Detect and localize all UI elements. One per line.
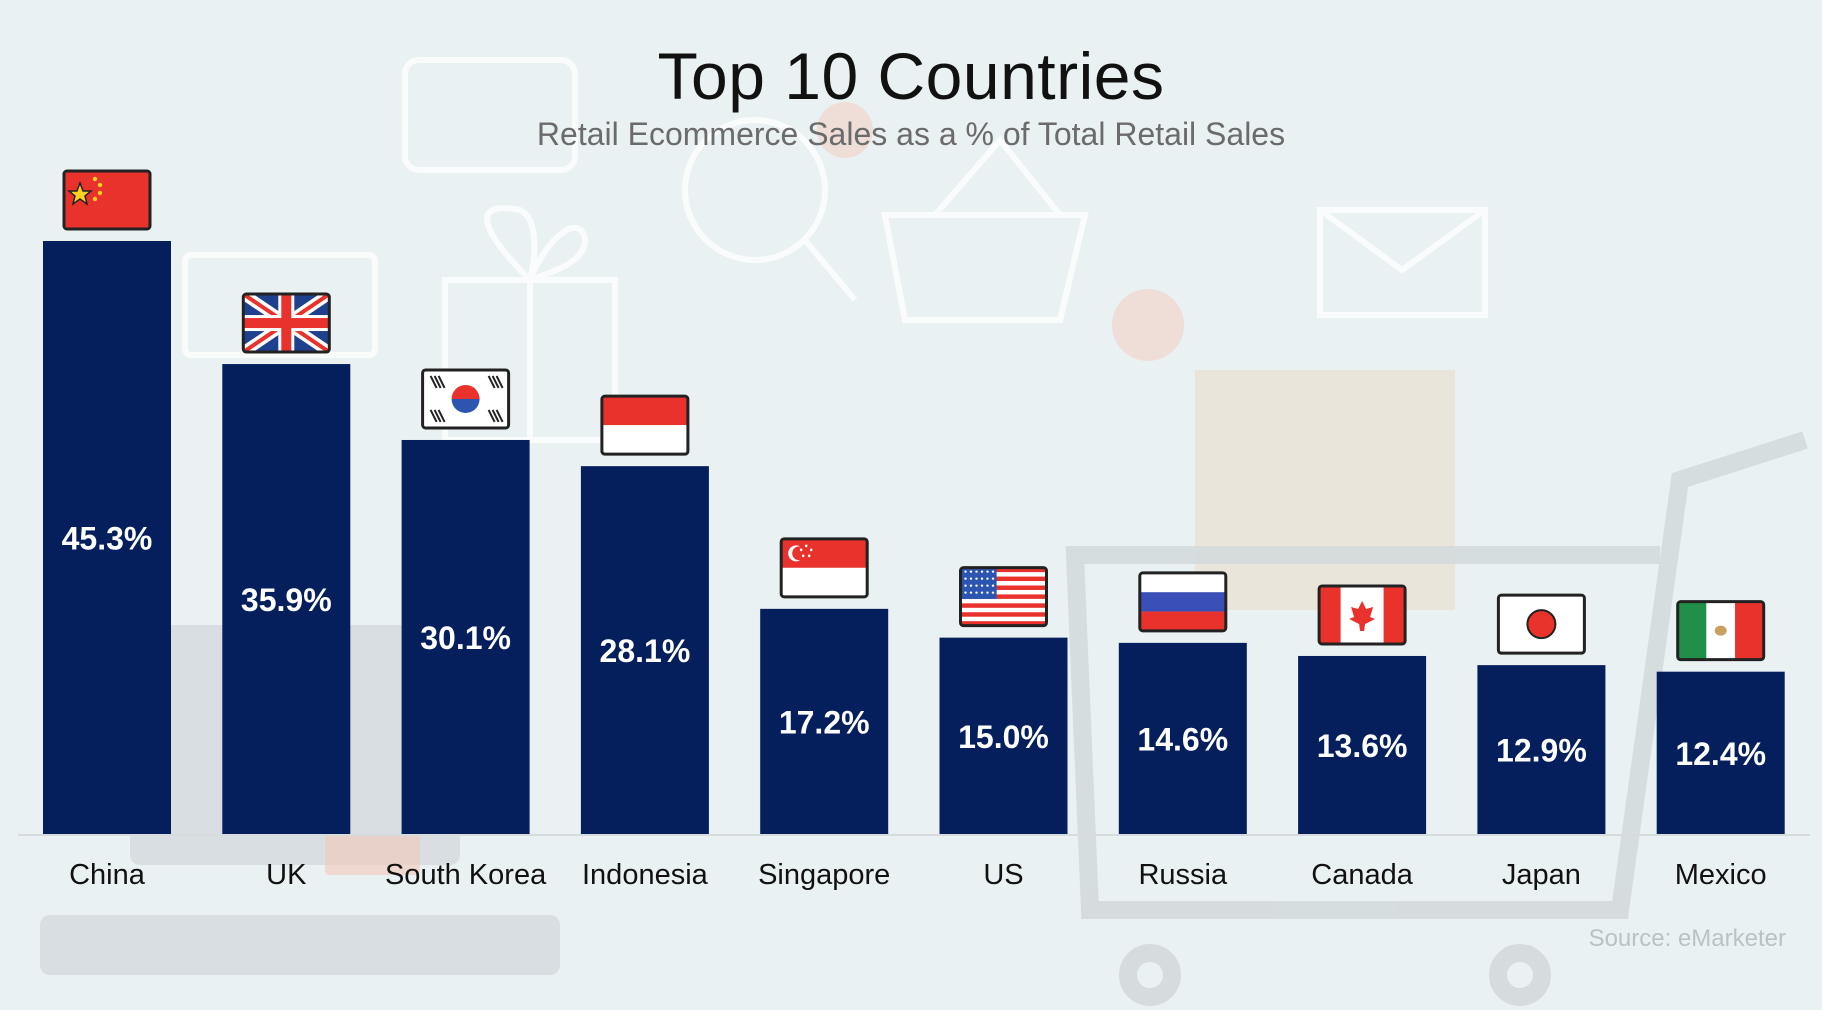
bar-singapore xyxy=(760,608,889,834)
category-label: Canada xyxy=(1311,859,1413,891)
singapore-flag-icon xyxy=(779,537,869,599)
south-korea-flag-icon xyxy=(421,368,511,430)
bar-indonesia xyxy=(580,466,709,834)
value-label: 12.4% xyxy=(1675,736,1766,772)
chart-title: Top 10 Countries xyxy=(657,39,1165,113)
category-label: China xyxy=(69,859,146,891)
category-label: US xyxy=(983,859,1023,891)
bar-us xyxy=(939,637,1068,834)
value-label: 15.0% xyxy=(958,719,1049,755)
category-label: South Korea xyxy=(385,859,547,891)
value-label: 13.6% xyxy=(1317,728,1408,764)
category-label: Russia xyxy=(1138,859,1228,891)
value-label: 30.1% xyxy=(420,620,511,656)
bar-china xyxy=(43,241,171,834)
japan-flag-icon xyxy=(1496,593,1586,655)
value-label: 12.9% xyxy=(1496,733,1587,769)
value-label: 45.3% xyxy=(62,521,153,557)
source-note: Source: eMarketer xyxy=(1588,925,1786,952)
value-label: 17.2% xyxy=(779,704,870,740)
value-label: 28.1% xyxy=(600,633,691,669)
russia-flag-icon xyxy=(1138,571,1228,633)
category-label: UK xyxy=(266,859,307,891)
china-flag-icon xyxy=(62,169,152,231)
value-label: 14.6% xyxy=(1137,721,1228,757)
uk-flag-icon xyxy=(241,292,331,354)
us-flag-icon xyxy=(959,566,1048,628)
category-label: Indonesia xyxy=(582,859,709,891)
mexico-flag-icon xyxy=(1676,600,1766,662)
bar-canada xyxy=(1298,655,1427,834)
bar-russia xyxy=(1118,642,1247,834)
canada-flag-icon xyxy=(1317,584,1407,646)
bar-uk xyxy=(222,364,351,834)
bar-mexico xyxy=(1656,671,1785,834)
value-label: 35.9% xyxy=(241,582,332,618)
indonesia-flag-icon xyxy=(600,394,690,456)
chart-subtitle: Retail Ecommerce Sales as a % of Total R… xyxy=(536,116,1286,152)
bar-south-korea xyxy=(401,439,530,834)
bar-japan xyxy=(1477,665,1606,834)
category-label: Japan xyxy=(1502,859,1581,891)
category-label: Mexico xyxy=(1675,859,1767,891)
category-label: Singapore xyxy=(758,859,890,891)
